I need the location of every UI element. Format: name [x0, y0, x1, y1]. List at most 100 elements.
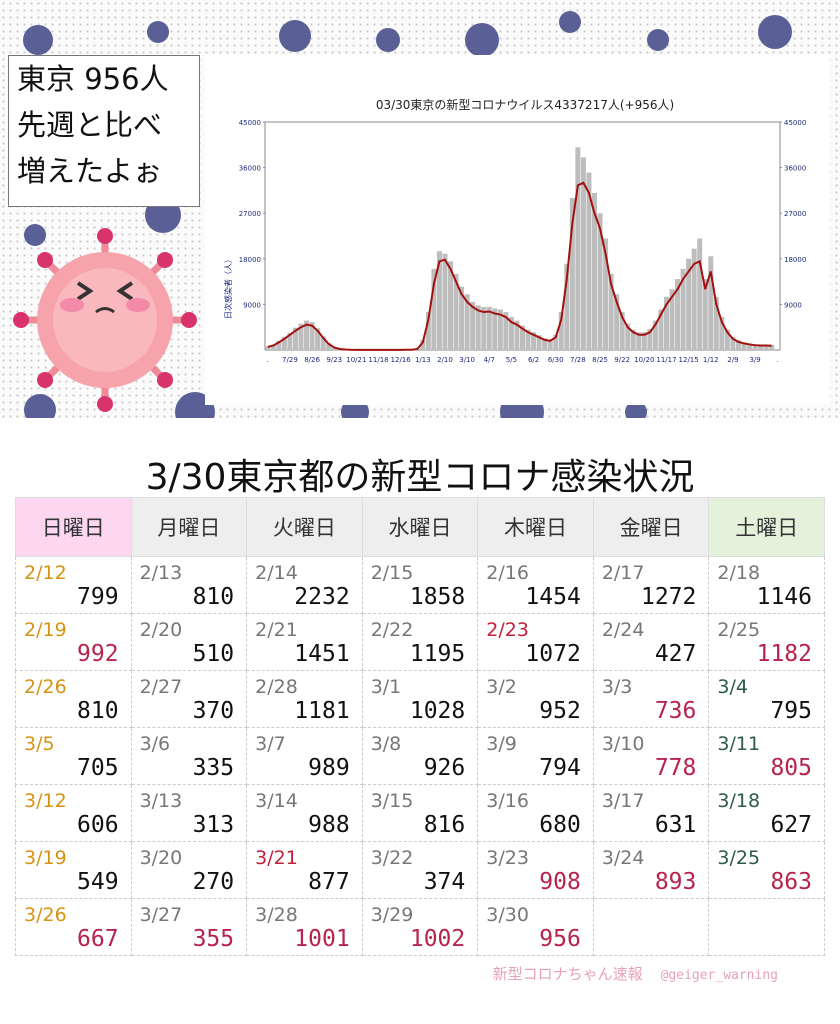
cell-count: 705 [77, 755, 119, 781]
cell-date: 3/24 [601, 847, 645, 869]
cell-date: 2/23 [486, 619, 529, 641]
cell-count: 989 [308, 755, 350, 781]
bar [486, 306, 492, 350]
cell-date: 3/18 [717, 790, 761, 812]
cell-count: 606 [77, 812, 119, 838]
cell-count: 1001 [294, 926, 350, 952]
bar [503, 312, 509, 350]
table-cell: 2/23 1072 [477, 613, 594, 671]
cell-date: 3/30 [486, 904, 529, 926]
x-tick-label: 10/20 [634, 356, 654, 364]
table-row: 2/12 799 2/13 810 2/14 2232 2/15 1858 2/16 1454 2/… [15, 556, 825, 614]
table-row: 3/5 705 3/6 335 3/7 989 3/8 926 3/9 794 3/10 778 3/1… [15, 727, 825, 785]
cell-date: 3/16 [486, 790, 529, 812]
bar [558, 312, 564, 350]
cell-count: 1028 [409, 698, 466, 724]
bar [292, 327, 298, 350]
table-cell: 3/25 863 [708, 841, 825, 899]
cell-date: 3/12 [24, 790, 67, 812]
cell-count: 952 [539, 698, 581, 724]
cell-count: 810 [192, 584, 235, 610]
x-tick-label: 12/15 [679, 356, 699, 364]
x-tick-label: 7/29 [282, 356, 298, 364]
x-tick-label: 9/22 [614, 356, 630, 364]
x-tick-label: 9/23 [326, 356, 342, 364]
table-cell: 3/21 877 [246, 841, 363, 899]
cell-date: 3/10 [601, 733, 645, 755]
cell-count: 631 [654, 812, 697, 838]
cell-count: 1858 [409, 584, 466, 610]
table-cell: 3/28 1001 [246, 898, 363, 956]
bubble-line: 増えたよぉ [17, 154, 163, 188]
table-cell: 3/13 313 [130, 784, 248, 842]
cell-date: 3/25 [717, 847, 761, 869]
table-row: 2/19 992 2/20 510 2/21 1451 2/22 1195 2/23 1072 2/… [15, 613, 825, 671]
cell-date: 3/26 [24, 904, 67, 926]
cell-count: 988 [308, 812, 350, 838]
table-cell: 3/27 355 [130, 898, 248, 956]
table-cell: 3/16 680 [477, 784, 594, 842]
table-title: 3/30東京都の新型コロナ感染状況 [145, 457, 695, 498]
x-tick-label: 12/16 [391, 356, 412, 364]
table-cell: 3/11 805 [708, 727, 825, 785]
cell-count: 799 [77, 584, 119, 610]
bar [619, 312, 625, 350]
handle: @geiger_warning [660, 968, 778, 983]
cell-date: 2/17 [601, 562, 645, 584]
bar [708, 256, 714, 350]
table-cell: 2/16 1454 [477, 556, 594, 614]
bar [553, 334, 559, 350]
bar [575, 147, 581, 350]
bar [625, 323, 631, 350]
cell-count: 355 [192, 926, 235, 952]
table-cell: 3/22 374 [361, 841, 479, 899]
table-cell: 3/26 667 [15, 898, 132, 956]
cell-date: 2/26 [24, 676, 67, 698]
cell-count: 1146 [756, 584, 812, 610]
bar [719, 317, 725, 350]
table-row: 2/26 810 2/27 370 2/28 1181 3/1 1028 3/2 952 3/3 73… [15, 670, 825, 728]
table-cell: 2/13 810 [130, 556, 248, 614]
cell-date: 3/5 [24, 733, 55, 755]
bar [658, 309, 664, 350]
cell-date: 2/20 [139, 619, 183, 641]
bar [514, 320, 520, 350]
cell-date: 3/4 [717, 676, 748, 698]
bar [281, 336, 287, 350]
cell-count: 1454 [525, 584, 581, 610]
bar [436, 251, 442, 350]
bubble-line: 東京 956人 [17, 62, 169, 96]
cell-date: 3/11 [717, 733, 761, 755]
bar [287, 332, 293, 350]
x-tick-label: 1/13 [415, 356, 431, 364]
bar [481, 306, 487, 350]
bar [730, 336, 736, 350]
cell-date: 3/6 [139, 733, 171, 755]
cell-count: 549 [77, 869, 119, 895]
x-tick-label: 10/21 [346, 356, 366, 364]
cell-date: 3/14 [255, 790, 298, 812]
cell-count: 270 [192, 869, 235, 895]
bar [741, 342, 747, 350]
y-tick-label: 45000 [239, 119, 261, 127]
cell-date: 3/21 [255, 847, 298, 869]
cell-date: 3/23 [486, 847, 529, 869]
table-row: 3/12 606 3/13 313 3/14 988 3/15 816 3/16 680 3/17 6… [15, 784, 825, 842]
table-cell: 3/4 795 [708, 670, 825, 728]
bar [769, 344, 775, 350]
x-tick-label: 11/17 [656, 356, 676, 364]
y2-tick-label: 18000 [784, 256, 806, 264]
bar [497, 309, 503, 350]
cell-count: 736 [654, 698, 697, 724]
cell-date: 2/22 [370, 619, 414, 641]
cell-date: 3/20 [139, 847, 183, 869]
table-cell: 3/6 335 [130, 727, 248, 785]
cell-date: 2/24 [601, 619, 645, 641]
y-tick-label: 18000 [239, 256, 261, 264]
mascot [13, 228, 197, 412]
table-cell: 2/19 992 [15, 613, 132, 671]
bar [675, 279, 681, 350]
cell-date: 2/21 [255, 619, 298, 641]
cell-date: 3/15 [370, 790, 414, 812]
speech-bubble: 東京 956人 先週と比べ 増えたよぉ [8, 55, 200, 207]
